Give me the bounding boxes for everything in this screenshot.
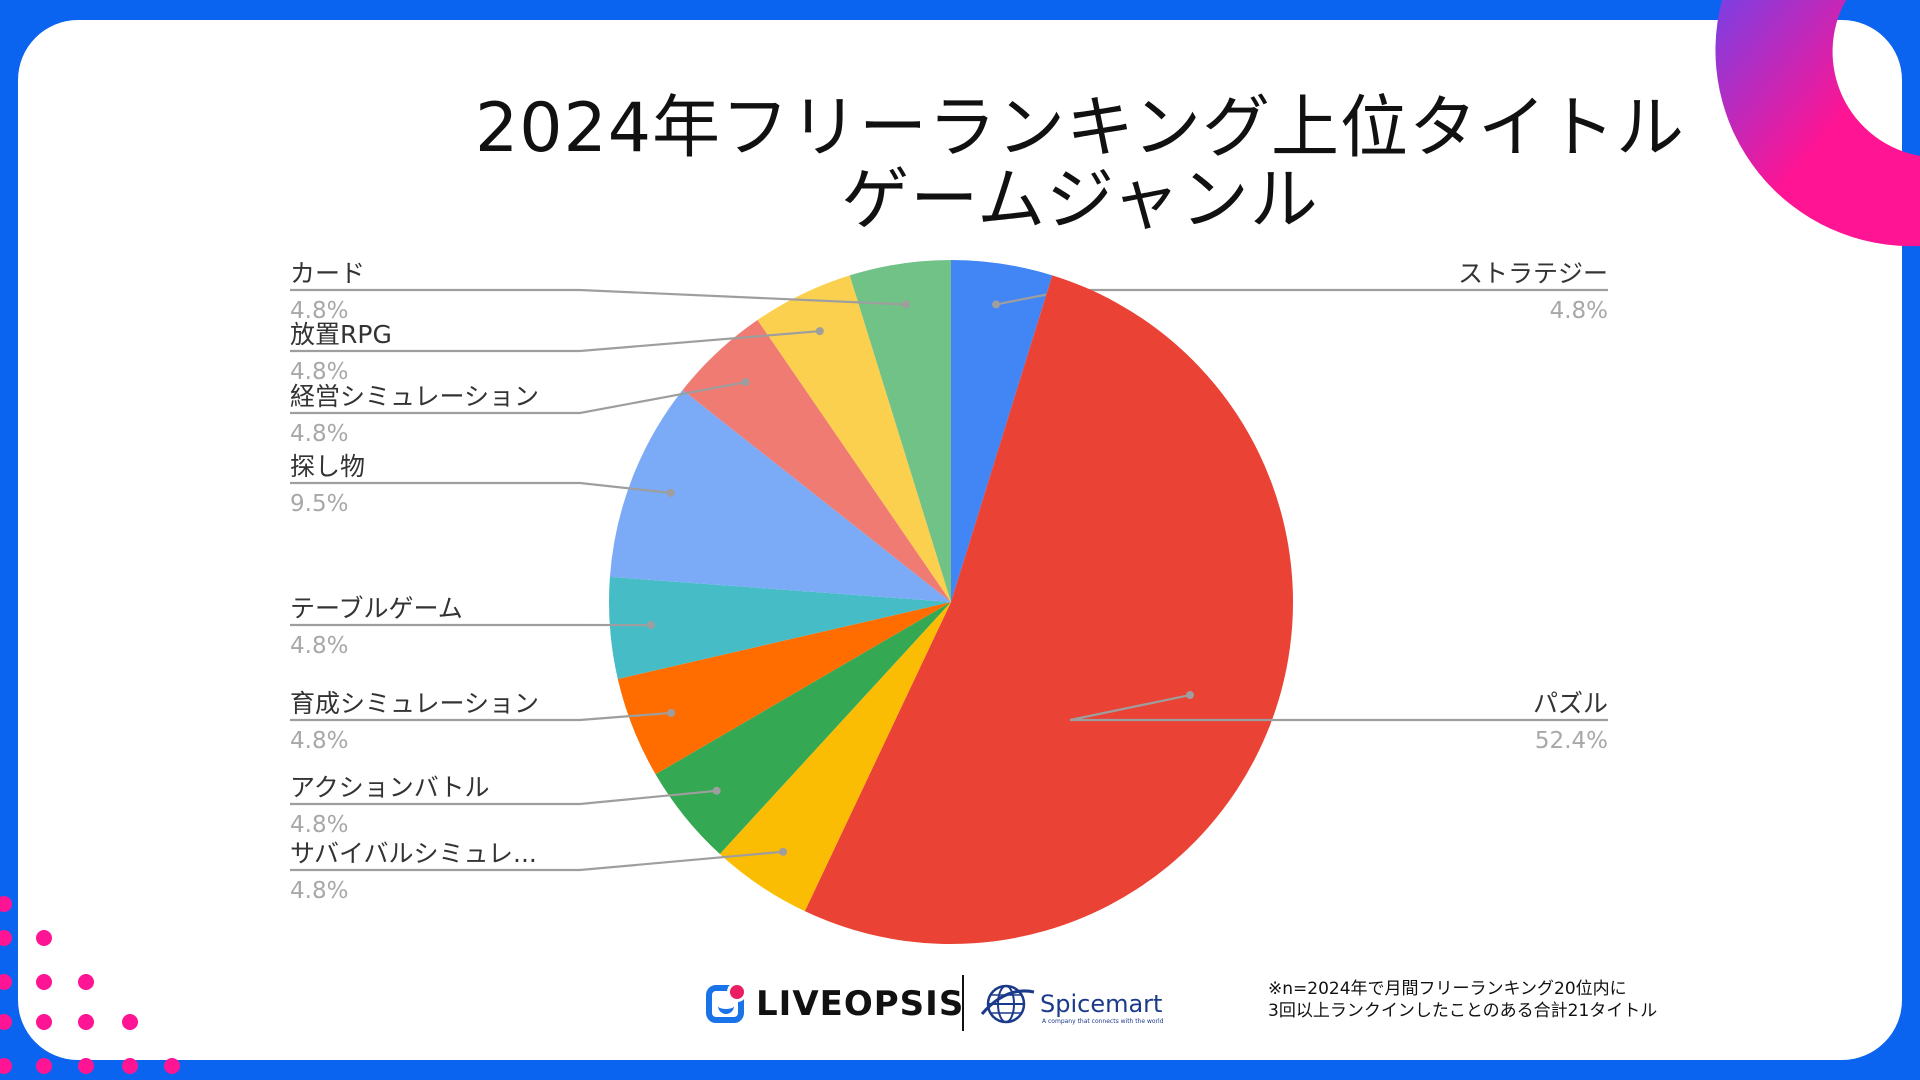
decor-dot-5	[78, 974, 94, 990]
liveopsis-logo: LIVEOPSIS	[706, 982, 964, 1026]
decor-dot-10	[0, 1058, 12, 1074]
decor-dot-4	[36, 974, 52, 990]
pie-slice-7	[682, 320, 951, 602]
decor-dot-8	[78, 1014, 94, 1030]
leader-dot-6	[666, 488, 675, 497]
decor-dot-9	[122, 1014, 138, 1030]
pie-slice-4	[617, 602, 951, 775]
leader-line-3	[290, 789, 717, 806]
slice-label-3: アクションバトル	[290, 773, 490, 802]
pie-slice-0	[951, 260, 1053, 602]
slice-label-4: 育成シミュレーション	[290, 689, 539, 718]
leader-dot-1	[1186, 691, 1195, 700]
slice-label-7: 経営シミュレーション	[290, 382, 539, 411]
leader-dot-0	[992, 300, 1001, 309]
slice-label-1: パズル	[1533, 689, 1608, 718]
decor-dot-2	[36, 930, 52, 946]
slice-label-6: 探し物	[290, 452, 365, 481]
chart-title-line1: 2024年フリーランキング上位タイトル	[474, 89, 1686, 168]
spicemart-tagline: A company that connects with the world	[1042, 1018, 1164, 1025]
spicemart-logo: Spicemart A company that connects with t…	[980, 980, 1164, 1028]
decor-dot-11	[36, 1058, 52, 1074]
slice-value-label-5: 4.8%	[290, 633, 348, 659]
decor-dot-14	[164, 1058, 180, 1074]
leader-line-1	[1069, 693, 1608, 722]
leader-line-2	[290, 850, 784, 872]
decor-dot-6	[0, 1014, 12, 1030]
slice-value-label-3: 4.8%	[290, 812, 348, 838]
leader-line-8	[290, 330, 820, 353]
leader-line-6	[290, 481, 671, 494]
logo-divider	[962, 975, 964, 1031]
pie-slice-3	[655, 602, 951, 855]
dot-pattern-decoration	[0, 896, 180, 1074]
leader-line-9	[290, 288, 906, 306]
decor-dot-3	[0, 974, 12, 990]
liveopsis-mark-icon	[706, 982, 747, 1023]
globe-icon	[980, 984, 1035, 1024]
slice-value-label-4: 4.8%	[290, 728, 348, 754]
leader-dot-3	[712, 786, 721, 795]
chart-title-line2: ゲームジャンル	[841, 161, 1319, 240]
footnote-line2: 3回以上ランクインしたことのある合計21タイトル	[1268, 1001, 1658, 1021]
slice-label-9: カード	[290, 259, 365, 288]
decor-dot-12	[78, 1058, 94, 1074]
leader-dot-7	[741, 378, 750, 387]
decor-dot-1	[0, 930, 12, 946]
leader-dot-8	[815, 327, 824, 336]
spicemart-logo-text: Spicemart	[1040, 990, 1163, 1018]
slice-value-label-2: 4.8%	[290, 878, 348, 904]
slice-label-5: テーブルゲーム	[290, 594, 463, 623]
pie-slice-5	[609, 576, 951, 679]
slice-value-label-0: 4.8%	[1550, 298, 1608, 324]
leader-dot-5	[646, 621, 655, 630]
slice-value-label-7: 4.8%	[290, 421, 348, 447]
decor-dot-7	[36, 1014, 52, 1030]
slice-label-0: ストラテジー	[1458, 259, 1608, 288]
slice-value-label-9: 4.8%	[290, 298, 348, 324]
liveopsis-logo-text: LIVEOPSIS	[756, 984, 965, 1024]
pie-slice-8	[757, 275, 951, 602]
pie-slice-1	[804, 275, 1294, 945]
leader-line-4	[290, 711, 672, 722]
slice-label-2: サバイバルシミュレ...	[290, 839, 537, 868]
slice-value-label-1: 52.4%	[1535, 728, 1608, 754]
leader-dot-9	[901, 300, 910, 309]
decor-dot-13	[122, 1058, 138, 1074]
pie-slice-6	[609, 389, 951, 602]
leader-dot-2	[779, 847, 788, 856]
decor-dot-0	[0, 896, 12, 912]
leader-dot-4	[667, 708, 676, 717]
pie-slice-2	[719, 602, 951, 912]
footnote: ※n=2024年で月間フリーランキング20位内に 3回以上ランクインしたことのあ…	[1268, 978, 1657, 1022]
slice-label-8: 放置RPG	[290, 320, 392, 349]
slice-value-label-6: 9.5%	[290, 491, 348, 517]
footnote-line1: ※n=2024年で月間フリーランキング20位内に	[1268, 979, 1627, 999]
pie-slice-9	[849, 260, 951, 602]
slice-value-label-8: 4.8%	[290, 359, 348, 385]
leader-line-7	[290, 381, 746, 415]
